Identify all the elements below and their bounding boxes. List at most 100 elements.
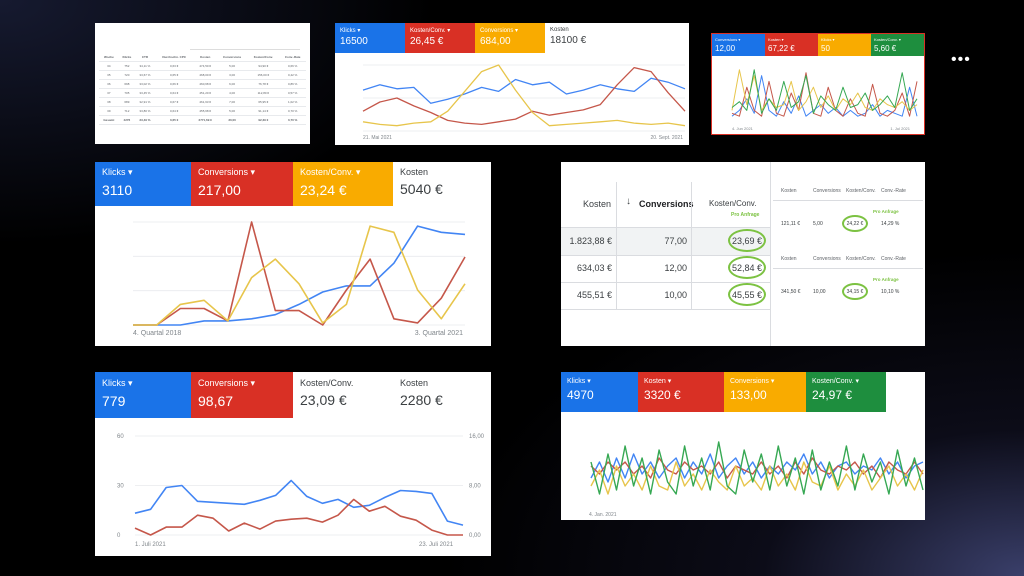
x-start-label: 4. Jun 2021 <box>732 126 753 131</box>
metric-tile-value: 98,67 <box>198 393 234 409</box>
y-left-tick: 0 <box>117 533 121 539</box>
metric-tile[interactable]: Kosten/Conv. ▾ 23,24 € <box>293 162 393 206</box>
series-line-red <box>134 498 463 536</box>
metric-tile-value: 2280 € <box>400 392 443 408</box>
table-cell: 36 <box>99 79 119 89</box>
side-table-cell: 121,11 € <box>781 221 801 227</box>
metric-tile[interactable]: Klicks ▾ 16500 <box>335 23 405 53</box>
table-cell: 33,49 % <box>135 115 155 125</box>
table-cell: 91,14 € <box>247 106 280 116</box>
table-cell: 5,00 <box>216 106 248 116</box>
metric-tile-label: Kosten <box>550 27 569 33</box>
series-line-blue <box>133 225 466 326</box>
cell-kosten: 1.823,88 € <box>569 236 612 246</box>
metric-tiles: Klicks ▾ 4970 Kosten ▾ 3320 € Conversions ▾ 1… <box>561 372 925 412</box>
side-table-header: Kosten <box>781 188 797 194</box>
metric-tile-label: Conversions ▾ <box>715 37 741 42</box>
table-cell: 33,67 % <box>135 70 155 80</box>
side-table-header: Kosten/Conv. <box>846 256 876 262</box>
metric-tile-label: Kosten <box>400 378 429 388</box>
table-cell: 34,11 % <box>135 61 155 71</box>
side-table-header: Kosten <box>781 256 797 262</box>
cell-conversions: 12,00 <box>664 263 687 273</box>
metric-tile-value: 5040 € <box>400 181 443 197</box>
table-row: 34 752 34,11 % 0,63 €474,50 €5,00 94,90 €0,6… <box>99 61 306 71</box>
table-cell: 0,70 % <box>279 106 306 116</box>
metric-tile[interactable]: Kosten/Conv. ▾ 5,60 € <box>871 34 924 56</box>
table-cell: 455,68 € <box>193 106 217 116</box>
header-kosten-conv: Kosten/Conv. <box>709 199 757 208</box>
side-table-cell: 10,00 <box>813 289 826 295</box>
table-cell: 474,50 € <box>193 61 217 71</box>
table-cell: 712 <box>118 106 136 116</box>
table-header-row <box>561 182 770 228</box>
metric-tile[interactable]: Conversions ▾ 12,00 <box>712 34 765 56</box>
metric-tile[interactable]: Conversions ▾ 133,00 <box>724 372 806 412</box>
metric-tile[interactable]: Klicks ▾ 50 <box>818 34 871 56</box>
table-cell: 112,80 € <box>247 88 280 98</box>
metric-tiles: Klicks ▾ 3110 Conversions ▾ 217,00 Kosten/Co… <box>95 162 491 206</box>
table-toolbar <box>190 35 300 50</box>
metric-tile-value: 23,09 € <box>300 392 347 408</box>
cell-kosten: 634,03 € <box>576 263 612 273</box>
metric-tile-label: Kosten ▾ <box>768 37 784 42</box>
table-cell: 7,00 <box>216 97 248 107</box>
panel-chart-b: Conversions ▾ 12,00 Kosten ▾ 67,22 € Klicks … <box>711 33 925 135</box>
table-cell: 4276 <box>118 115 136 125</box>
table-cell: 33,02 % <box>135 79 155 89</box>
table-row[interactable]: 1.823,88 € 77,00 23,69 € <box>561 228 770 256</box>
metric-tile-label: Klicks ▾ <box>340 28 361 34</box>
metric-tile[interactable]: Klicks ▾ 3110 <box>95 162 191 206</box>
panel-chart-c: Klicks ▾ 3110 Conversions ▾ 217,00 Kosten/Co… <box>95 162 491 346</box>
table-cell: 37 <box>99 88 119 98</box>
metric-tile[interactable]: Klicks ▾ 779 <box>95 372 191 418</box>
x-end-label: 20. Sept. 2021 <box>650 135 683 141</box>
metric-tile[interactable]: Kosten/Conv. ▾ 24,97 € <box>806 372 886 412</box>
table-separator <box>770 162 771 346</box>
table-cell: CTR <box>135 53 155 62</box>
metric-tile[interactable]: Kosten/Conv. 23,09 € <box>293 372 393 418</box>
x-end-label: 3. Quartal 2021 <box>414 330 463 337</box>
x-start-label: 4. Quartal 2018 <box>133 330 182 337</box>
side-table-header: Conv.-Rate <box>881 256 906 262</box>
table-cell: 0,70 % <box>279 115 306 125</box>
series-line-green <box>731 69 918 114</box>
metric-tile[interactable]: Kosten/Conv. ▾ 26,45 € <box>405 23 475 53</box>
series-line-yellow <box>362 64 686 127</box>
metric-tile[interactable]: Conversions ▾ 98,67 <box>191 372 293 418</box>
cell-conversions: 77,00 <box>664 236 687 246</box>
header-conversions[interactable]: Conversions <box>639 199 694 209</box>
metric-tile[interactable]: Klicks ▾ 4970 <box>561 372 638 412</box>
series-line-blue <box>731 75 918 117</box>
y-right-tick: 16,00 <box>469 434 485 440</box>
table-cell: 35 <box>99 70 119 80</box>
metric-tile[interactable]: Conversions ▾ 684,00 <box>475 23 545 53</box>
table-cell: 0,65 € <box>154 70 194 80</box>
x-start-label: 21. Mai 2021 <box>363 135 392 141</box>
side-table-cell: 14,29 % <box>881 221 900 227</box>
table-row[interactable]: 455,51 € 10,00 45,55 € <box>561 282 770 310</box>
table-cell: 0,64 € <box>154 106 194 116</box>
series-line-yellow <box>133 225 466 326</box>
metric-tile[interactable]: Kosten ▾ 67,22 € <box>765 34 818 56</box>
table-cell: 6,00 <box>216 79 248 89</box>
table-cell: 3,00 <box>216 70 248 80</box>
side-table-header: Conversions <box>813 256 841 262</box>
metric-tile[interactable]: Kosten 2280 € <box>393 372 491 418</box>
series-line-blue <box>134 479 464 526</box>
table-cell: Klicks <box>118 53 136 62</box>
table-cell: 0,65 € <box>154 115 194 125</box>
metric-tile[interactable]: Kosten ▾ 3320 € <box>638 372 724 412</box>
table-cell: 34 <box>99 61 119 71</box>
table-cell: 705 <box>118 88 136 98</box>
metric-tile[interactable]: Kosten 18100 € <box>545 23 635 53</box>
table-cell: 0,57 % <box>279 88 306 98</box>
panel-chart-d: Klicks ▾ 779 Conversions ▾ 98,67 Kosten/Conv… <box>95 372 491 556</box>
table-row[interactable]: 634,03 € 12,00 52,84 € <box>561 255 770 283</box>
metric-tile[interactable]: Kosten 5040 € <box>393 162 491 206</box>
sort-arrow-icon[interactable]: ↓ <box>626 196 631 207</box>
side-table-cell: 341,50 € <box>781 289 801 295</box>
metric-tile[interactable]: Conversions ▾ 217,00 <box>191 162 293 206</box>
table-cell: 0,66 € <box>154 79 194 89</box>
more-horizontal-icon[interactable]: ••• <box>951 51 971 68</box>
